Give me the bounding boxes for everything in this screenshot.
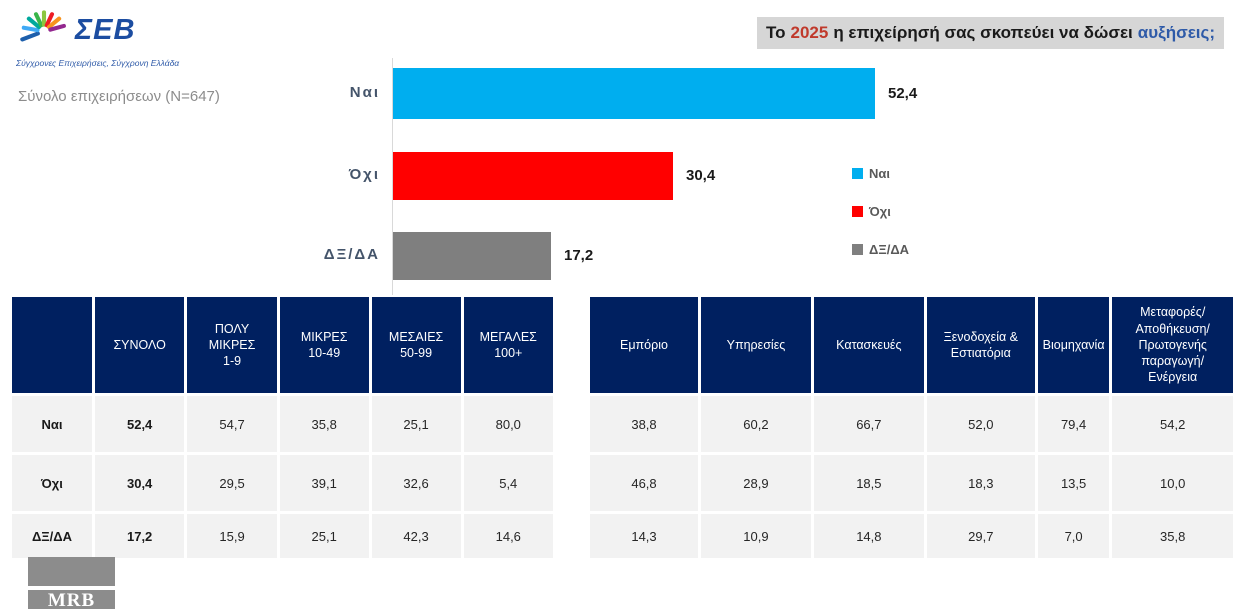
table-cell: 7,0	[1037, 514, 1110, 558]
table-row: 46,8 28,9 18,5 18,3 13,5 10,0	[590, 455, 1233, 511]
title-highlight: αυξήσεις;	[1137, 23, 1216, 42]
category-label: ΔΞ/ΔΑ	[323, 246, 380, 263]
data-bar	[393, 232, 551, 280]
table-cell: 30,4	[94, 455, 185, 511]
column-header: ΜΕΣΑΙΕΣ 50-99	[371, 297, 461, 393]
table-row: ΔΞ/ΔΑ 17,2 15,9 25,1 42,3 14,6	[12, 514, 553, 558]
table-cell: 66,7	[813, 396, 924, 452]
table-row: Ναι 52,4 54,7 35,8 25,1 80,0	[12, 396, 553, 452]
table-cell: 54,2	[1112, 396, 1233, 452]
title-part1: Το	[765, 23, 786, 42]
column-header: Υπηρεσίες	[701, 297, 811, 393]
column-header	[12, 297, 92, 393]
table-cell: 10,0	[1112, 455, 1233, 511]
legend-label: Όχι	[869, 204, 891, 219]
table-row: 14,3 10,9 14,8 29,7 7,0 35,8	[590, 514, 1233, 558]
legend-item: Όχι	[852, 201, 909, 222]
column-header: ΜΙΚΡΕΣ 10-49	[279, 297, 369, 393]
table-cell: 32,6	[371, 455, 461, 511]
sev-pinwheel-icon	[16, 5, 72, 56]
question-title: Το 2025 η επιχείρησή σας σκοπεύει να δώσ…	[757, 17, 1224, 49]
table-cell: 25,1	[371, 396, 461, 452]
table-cell: 35,8	[1112, 514, 1233, 558]
legend-swatch-icon	[852, 206, 863, 217]
column-header: Κατασκευές	[813, 297, 924, 393]
table-cell: 35,8	[279, 396, 369, 452]
table-cell: 52,0	[926, 396, 1035, 452]
chart-axis-line	[392, 58, 393, 295]
mrb-logo: MRB	[28, 557, 115, 609]
table-cell: 13,5	[1037, 455, 1110, 511]
table-cell: 46,8	[590, 455, 699, 511]
bar-value-label: 30,4	[686, 167, 716, 184]
size-table-header-row: ΣΥΝΟΛΟ ΠΟΛΥ ΜΙΚΡΕΣ 1-9 ΜΙΚΡΕΣ 10-49 ΜΕΣΑΙΕΣ…	[12, 297, 553, 393]
column-header: ΣΥΝΟΛΟ	[94, 297, 185, 393]
sev-logo-tagline: Σύγχρονες Επιχειρήσεις, Σύγχρονη Ελλάδα	[16, 58, 180, 68]
table-cell: 14,8	[813, 514, 924, 558]
column-header: Βιομηχανία	[1037, 297, 1110, 393]
table-cell: 14,3	[590, 514, 699, 558]
bar-chart: Ναι Όχι ΔΞ/ΔΑ Ναι 52,4 Όχι 30,4 ΔΞ/ΔΑ 17,2	[0, 55, 1233, 295]
title-year: 2025	[790, 23, 829, 42]
sev-logo: ΣΕΒ Σύγχρονες Επιχειρήσεις, Σύγχρονη Ελλ…	[16, 5, 179, 68]
legend-label: Ναι	[869, 166, 890, 181]
chart-legend: Ναι Όχι ΔΞ/ΔΑ	[852, 163, 909, 277]
title-part2: η επιχείρησή σας σκοπεύει να δώσει	[833, 23, 1133, 42]
table-cell: 54,7	[187, 396, 277, 452]
table-cell: 52,4	[94, 396, 185, 452]
column-header: Μεταφορές/ Αποθήκευση/ Πρωτογενής παραγω…	[1112, 297, 1233, 393]
table-cell: 18,3	[926, 455, 1035, 511]
sector-table-header-row: Εμπόριο Υπηρεσίες Κατασκευές Ξενοδοχεία & Ε…	[590, 297, 1233, 393]
table-row: Όχι 30,4 29,5 39,1 32,6 5,4	[12, 455, 553, 511]
legend-label: ΔΞ/ΔΑ	[869, 242, 910, 257]
sev-logo-text: ΣΕΒ	[75, 14, 136, 46]
legend-item: Ναι	[852, 163, 909, 184]
table-cell: 29,5	[187, 455, 277, 511]
table-cell: 42,3	[371, 514, 461, 558]
mrb-logo-text: MRB	[28, 590, 115, 609]
table-cell: 29,7	[926, 514, 1035, 558]
table-cell: 10,9	[701, 514, 811, 558]
sector-breakdown-table: Εμπόριο Υπηρεσίες Κατασκευές Ξενοδοχεία & Ε…	[587, 294, 1233, 561]
table-cell: 14,6	[463, 514, 553, 558]
table-cell: 15,9	[187, 514, 277, 558]
table-cell: 39,1	[279, 455, 369, 511]
column-header: ΜΕΓΑΛΕΣ 100+	[463, 297, 553, 393]
legend-swatch-icon	[852, 168, 863, 179]
data-bar	[393, 68, 875, 119]
table-cell: 28,9	[701, 455, 811, 511]
table-cell: 5,4	[463, 455, 553, 511]
table-cell: 38,8	[590, 396, 699, 452]
bar-value-label: 52,4	[888, 84, 918, 102]
row-label: Ναι	[12, 396, 92, 452]
table-cell: 25,1	[279, 514, 369, 558]
column-header: ΠΟΛΥ ΜΙΚΡΕΣ 1-9	[187, 297, 277, 393]
table-cell: 79,4	[1037, 396, 1110, 452]
data-bar	[393, 152, 673, 200]
table-cell: 17,2	[94, 514, 185, 558]
size-breakdown-table: ΣΥΝΟΛΟ ΠΟΛΥ ΜΙΚΡΕΣ 1-9 ΜΙΚΡΕΣ 10-49 ΜΕΣΑΙΕΣ…	[9, 294, 556, 561]
row-label: ΔΞ/ΔΑ	[12, 514, 92, 558]
category-label: Όχι	[348, 166, 380, 183]
legend-item: ΔΞ/ΔΑ	[852, 239, 909, 260]
bar-value-label: 17,2	[564, 247, 594, 264]
table-row: 38,8 60,2 66,7 52,0 79,4 54,2	[590, 396, 1233, 452]
mrb-logo-block	[28, 557, 115, 586]
table-cell: 18,5	[813, 455, 924, 511]
legend-swatch-icon	[852, 244, 863, 255]
row-label: Όχι	[12, 455, 92, 511]
category-label: Ναι	[349, 83, 380, 101]
column-header: Εμπόριο	[590, 297, 699, 393]
sample-label: Σύνολο επιχειρήσεων (N=647)	[18, 88, 220, 105]
table-cell: 80,0	[463, 396, 553, 452]
table-cell: 60,2	[701, 396, 811, 452]
column-header: Ξενοδοχεία & Εστιατόρια	[926, 297, 1035, 393]
